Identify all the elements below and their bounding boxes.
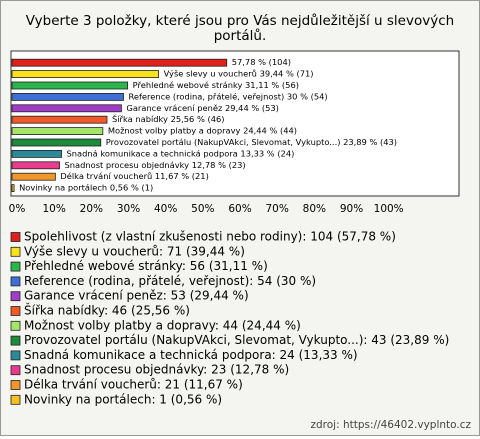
data-label: Provozovatel portálu (NakupVAkci, Slevom…	[106, 137, 397, 147]
legend-entry: Spolehlivost (z vlastní zkušenosti nebo …	[24, 230, 396, 244]
legend-swatch	[10, 320, 21, 331]
bar	[11, 138, 102, 147]
x-tick-label: 70%	[265, 203, 288, 215]
x-tick-label: 20%	[80, 203, 103, 215]
x-tick-label: 0%	[9, 203, 26, 215]
data-label: 57,78 % (104)	[232, 57, 291, 67]
legend-entry: Délka trvání voucherů: 21 (11,67 %)	[24, 378, 243, 392]
bar	[11, 184, 15, 193]
data-label: Novinky na portálech 0,56 % (1)	[19, 183, 153, 193]
legend-swatch	[10, 394, 21, 405]
legend-swatch	[10, 291, 21, 302]
legend-swatch	[10, 350, 21, 361]
x-tick-label: 10%	[42, 203, 65, 215]
legend-swatch	[10, 335, 21, 346]
x-tick-label: 80%	[303, 203, 326, 215]
legend-swatch	[10, 306, 21, 316]
data-label: Šířka nabídky 25,56 % (46)	[112, 113, 225, 124]
x-tick-label: 30%	[117, 203, 140, 215]
chart-title: Vyberte 3 položky, které jsou pro Vás ne…	[26, 13, 454, 44]
legend-entry: Snadná komunikace a technická podpora: 2…	[24, 348, 358, 362]
bar	[11, 93, 124, 101]
bar	[11, 81, 129, 90]
data-label: Snadnost procesu objednávky 12,78 % (23)	[64, 160, 245, 170]
x-tick-label: 40%	[154, 203, 177, 215]
legend-entry: Garance vrácení peněz: 53 (29,44 %)	[24, 289, 249, 303]
data-label: Reference (rodina, přátelé, veřejnost) 3…	[129, 91, 328, 101]
bar	[11, 70, 159, 78]
data-label: Výše slevy u voucherů 39,44 % (71)	[164, 69, 314, 79]
legend-swatch	[10, 261, 21, 272]
legend-swatch	[10, 246, 21, 257]
source: zdroj: https://46402.vyplnto.cz	[311, 419, 472, 431]
legend-entry: Snadnost procesu objednávky: 23 (12,78 %…	[24, 363, 289, 377]
bar	[11, 161, 60, 170]
x-tick-label: 50%	[191, 203, 214, 215]
data-label: Garance vrácení peněz 29,44 % (53)	[126, 103, 279, 113]
legend-entry: Výše slevy u voucherů: 71 (39,44 %)	[24, 244, 245, 258]
legend-entry: Možnost volby platby a dopravy: 44 (24,4…	[24, 318, 301, 332]
data-label: Možnost volby platby a dopravy 24,44 % (…	[108, 126, 297, 136]
legend-entry: Novinky na portálech: 1 (0,56 %)	[24, 392, 222, 406]
data-label: Přehledné webové stránky 31,11 % (56)	[133, 80, 299, 90]
bar	[11, 172, 56, 181]
data-label: Snadná komunikace a technická podpora 13…	[67, 148, 295, 158]
legend-swatch	[10, 276, 21, 287]
data-label: Délka trvání voucherů 11,67 % (21)	[60, 171, 208, 181]
x-tick-label: 60%	[228, 203, 251, 215]
bar	[11, 149, 62, 158]
bar	[11, 115, 108, 124]
legend-swatch	[10, 380, 21, 390]
x-tick-label: 100%	[374, 203, 404, 215]
bar	[11, 58, 228, 67]
legend-entry: Přehledné webové stránky: 56 (31,11 %)	[24, 259, 268, 273]
bar	[11, 127, 104, 135]
legend-entry: Šířka nabídky: 46 (25,56 %)	[24, 303, 190, 318]
x-tick-label: 90%	[340, 203, 363, 215]
bar	[11, 104, 122, 113]
legend-entry: Provozovatel portálu (NakupVAkci, Slevom…	[24, 333, 449, 347]
legend-entry: Reference (rodina, přátelé, veřejnost): …	[24, 274, 316, 288]
legend-swatch	[10, 365, 21, 376]
legend-swatch	[10, 232, 21, 242]
